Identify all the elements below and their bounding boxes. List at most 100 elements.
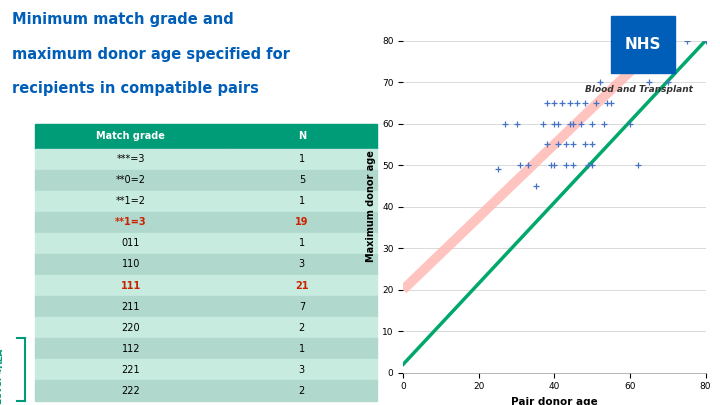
Point	[662, 79, 674, 85]
Point	[643, 79, 654, 85]
Bar	[227, 338, 377, 359]
Point	[560, 141, 572, 147]
Bar	[35, 212, 227, 233]
Text: 110: 110	[122, 260, 140, 269]
Point	[587, 141, 598, 147]
Point	[557, 100, 568, 106]
Bar	[227, 212, 377, 233]
Bar	[35, 233, 227, 254]
Text: 7: 7	[299, 302, 305, 311]
Point	[617, 37, 629, 44]
Text: N: N	[298, 131, 306, 141]
Text: NHS: NHS	[625, 37, 661, 52]
Bar	[227, 296, 377, 317]
Bar	[227, 380, 377, 401]
Text: 2: 2	[299, 323, 305, 333]
Text: 1: 1	[299, 239, 305, 248]
Point	[552, 141, 564, 147]
Point	[537, 120, 549, 127]
Text: 011: 011	[122, 239, 140, 248]
Bar	[35, 149, 227, 170]
Text: 221: 221	[122, 365, 140, 375]
Point	[541, 100, 553, 106]
Text: 222: 222	[122, 386, 140, 396]
Point	[492, 166, 503, 173]
Text: 211: 211	[122, 302, 140, 311]
Point	[651, 37, 662, 44]
Text: Level 4: Level 4	[0, 368, 4, 404]
X-axis label: Pair donor age: Pair donor age	[511, 397, 598, 405]
Point	[549, 120, 560, 127]
Text: recipients in compatible pairs: recipients in compatible pairs	[12, 81, 258, 96]
Text: 220: 220	[122, 323, 140, 333]
Text: 21: 21	[295, 281, 309, 290]
Point	[567, 120, 579, 127]
Point	[582, 162, 594, 168]
Point	[515, 162, 526, 168]
Bar	[35, 254, 227, 275]
Text: **1=3: **1=3	[115, 217, 147, 227]
Text: 1: 1	[299, 154, 305, 164]
Bar	[227, 149, 377, 170]
Point	[681, 37, 693, 44]
Y-axis label: Maximum donor age: Maximum donor age	[366, 151, 377, 262]
Point	[587, 120, 598, 127]
Text: 3: 3	[299, 365, 305, 375]
Bar	[35, 170, 227, 191]
Text: 19: 19	[295, 217, 309, 227]
Bar	[227, 275, 377, 296]
Text: HLA: HLA	[0, 347, 4, 368]
Bar	[35, 124, 227, 149]
Point	[587, 162, 598, 168]
Point	[564, 120, 575, 127]
Text: 1: 1	[299, 196, 305, 206]
Point	[545, 162, 557, 168]
Point	[567, 162, 579, 168]
Point	[560, 162, 572, 168]
Text: Blood and Transplant: Blood and Transplant	[585, 85, 693, 94]
Point	[530, 183, 541, 189]
Text: **0=2: **0=2	[116, 175, 145, 185]
Point	[500, 120, 511, 127]
Point	[567, 141, 579, 147]
Point	[700, 37, 711, 44]
Text: maximum donor age specified for: maximum donor age specified for	[12, 47, 289, 62]
Text: 5: 5	[299, 175, 305, 185]
Point	[624, 120, 636, 127]
Bar	[227, 170, 377, 191]
Bar	[227, 254, 377, 275]
Text: 2: 2	[299, 386, 305, 396]
Text: ***=3: ***=3	[117, 154, 145, 164]
Text: 1: 1	[299, 344, 305, 354]
Bar	[227, 191, 377, 212]
Point	[541, 141, 553, 147]
Point	[522, 162, 534, 168]
Point	[579, 141, 590, 147]
Bar	[35, 338, 227, 359]
Bar	[35, 317, 227, 338]
Bar	[35, 359, 227, 380]
Bar	[227, 124, 377, 149]
Point	[549, 162, 560, 168]
Text: Minimum match grade and: Minimum match grade and	[12, 12, 233, 27]
Text: 112: 112	[122, 344, 140, 354]
Point	[602, 100, 613, 106]
Text: 3: 3	[299, 260, 305, 269]
Text: Match grade: Match grade	[96, 131, 165, 141]
Bar	[35, 296, 227, 317]
Bar	[35, 275, 227, 296]
Bar	[227, 233, 377, 254]
Text: 111: 111	[121, 281, 141, 290]
Bar	[35, 380, 227, 401]
Point	[552, 120, 564, 127]
Bar	[227, 317, 377, 338]
Bar	[227, 359, 377, 380]
Point	[598, 120, 609, 127]
Point	[613, 37, 624, 44]
Point	[579, 100, 590, 106]
Point	[511, 120, 523, 127]
Point	[564, 100, 575, 106]
Point	[575, 120, 587, 127]
Point	[549, 100, 560, 106]
Point	[594, 79, 606, 85]
